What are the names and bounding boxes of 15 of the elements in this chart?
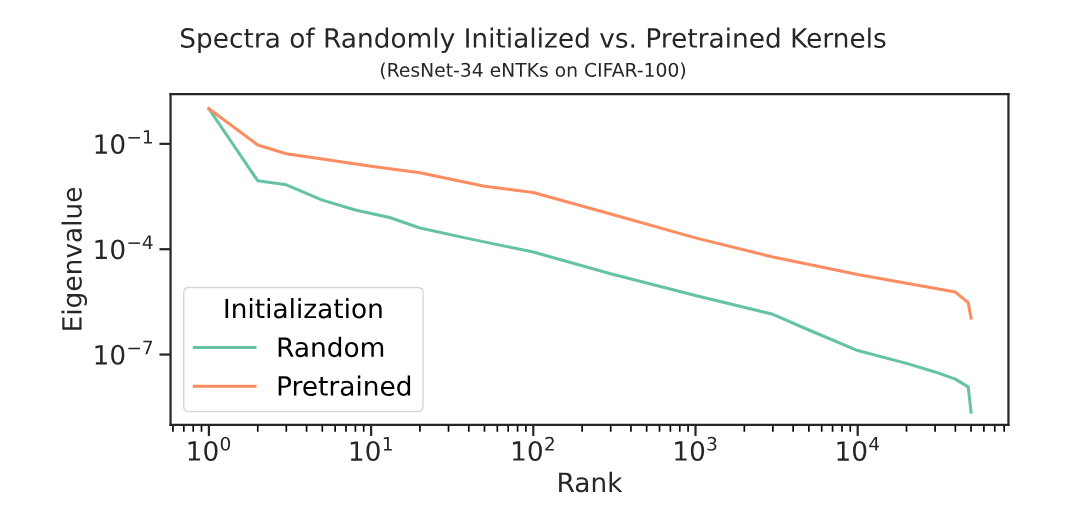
y-tick-label: 10$^{−4}$ [95,235,153,260]
y-axis-title: Eigenvalue [61,187,88,330]
legend-title: Initialization [225,298,382,319]
x-tick-label: 10$^{0}$ [188,436,231,461]
legend-label: Pretrained [278,375,411,396]
x-axis-title: Rank [559,471,623,493]
y-tick-label: 10$^{−1}$ [95,130,152,155]
y-tick-label: 10$^{−7}$ [95,340,153,365]
chart-title: Spectra of Randomly Initialized vs. Pretrained Kernels [180,27,886,54]
chart-subtitle: (ResNet-34 eNTKs on CIFAR-100) [380,62,686,80]
x-tick-label: 10$^{2}$ [512,436,554,461]
x-tick-label: 10$^{1}$ [350,437,392,462]
legend-label: Random [278,336,384,358]
x-tick-label: 10$^{4}$ [837,437,880,462]
x-tick-label: 10$^{3}$ [675,436,717,461]
